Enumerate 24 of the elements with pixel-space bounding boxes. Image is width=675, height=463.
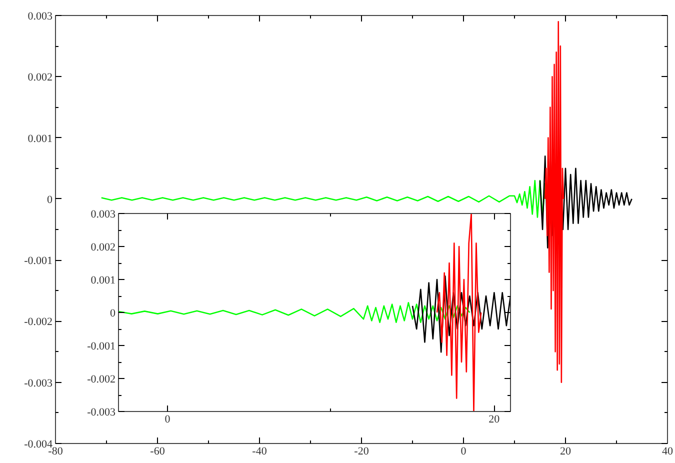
y-tick-label: -0.002 xyxy=(87,374,116,386)
line-series xyxy=(118,302,470,324)
y-tick-label: -0.001 xyxy=(24,255,53,268)
y-tick-label: 0.001 xyxy=(90,274,116,286)
line-series xyxy=(544,20,564,384)
x-tick-label: -40 xyxy=(252,446,268,458)
x-tick-label: 0 xyxy=(460,446,467,458)
y-tick-label: -0.003 xyxy=(24,377,53,390)
x-tick-label: 20 xyxy=(560,446,572,458)
y-tick-label: -0.002 xyxy=(24,316,53,328)
x-tick-label: 20 xyxy=(488,414,500,426)
x-tick-label: -60 xyxy=(150,446,166,458)
x-tick-label: -20 xyxy=(354,446,370,458)
x-tick-label: 40 xyxy=(662,446,674,458)
y-tick-label: 0.003 xyxy=(90,208,116,220)
y-tick-label: 0.003 xyxy=(28,10,53,22)
y-tick-label: 0.002 xyxy=(28,72,52,84)
line-series xyxy=(436,214,482,412)
y-tick-label: 0 xyxy=(47,194,53,206)
y-tick-label: 0.001 xyxy=(28,132,52,145)
y-tick-label: -0.003 xyxy=(87,406,116,418)
y-tick-label: 0 xyxy=(110,308,116,320)
y-tick-label: 0.002 xyxy=(90,242,116,254)
y-tick-label: -0.001 xyxy=(87,340,116,352)
